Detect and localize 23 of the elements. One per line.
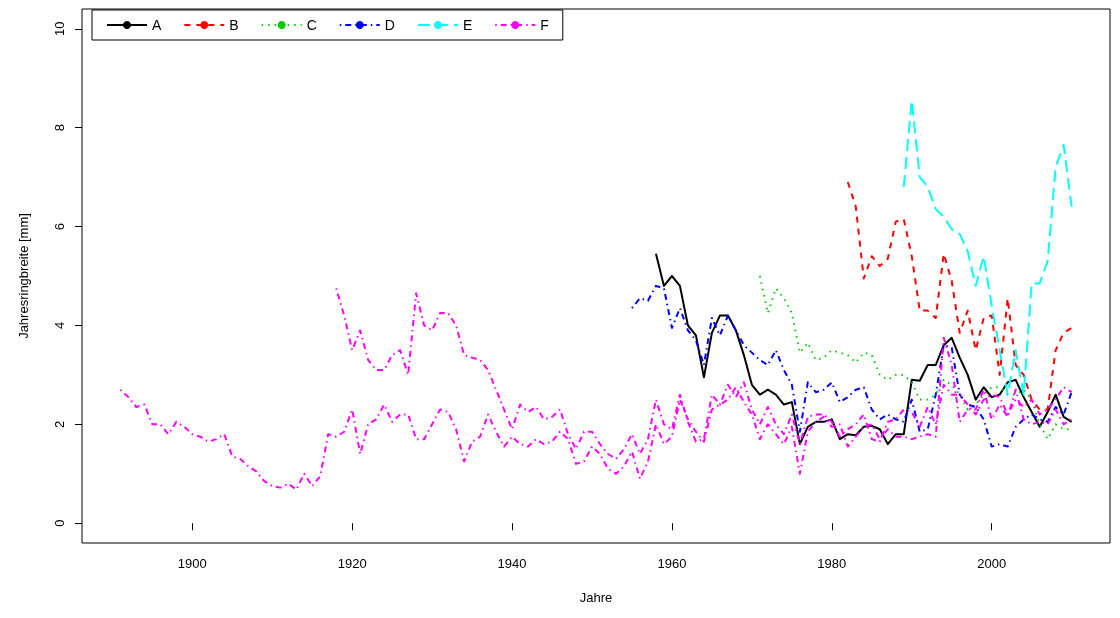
x-tick-label: 1900 <box>177 556 207 571</box>
x-tick-label: 1940 <box>497 556 527 571</box>
x-tick-label: 1960 <box>657 556 687 571</box>
y-axis-title: Jahresringbreite [mm] <box>16 213 31 339</box>
y-tick-label: 4 <box>52 321 67 330</box>
y-tick-label: 10 <box>52 21 67 37</box>
legend-label: B <box>229 17 239 33</box>
y-tick-label: 2 <box>52 420 67 428</box>
legend-label: C <box>306 17 317 33</box>
legend-label: F <box>540 17 549 33</box>
y-tick-label: 8 <box>52 124 67 132</box>
x-tick-label: 1980 <box>817 556 847 571</box>
x-tick-label: 1920 <box>337 556 367 571</box>
legend-label: D <box>384 17 395 33</box>
line-series <box>654 252 1073 446</box>
legend-label: E <box>462 17 473 33</box>
line-series <box>630 284 1073 448</box>
x-axis-title: Jahre <box>579 590 613 605</box>
y-tick-label: 0 <box>52 519 67 527</box>
x-tick-label: 2000 <box>977 556 1007 571</box>
line-series <box>846 181 1073 411</box>
y-tick-label: 6 <box>52 222 67 231</box>
legend-label: A <box>152 17 162 33</box>
